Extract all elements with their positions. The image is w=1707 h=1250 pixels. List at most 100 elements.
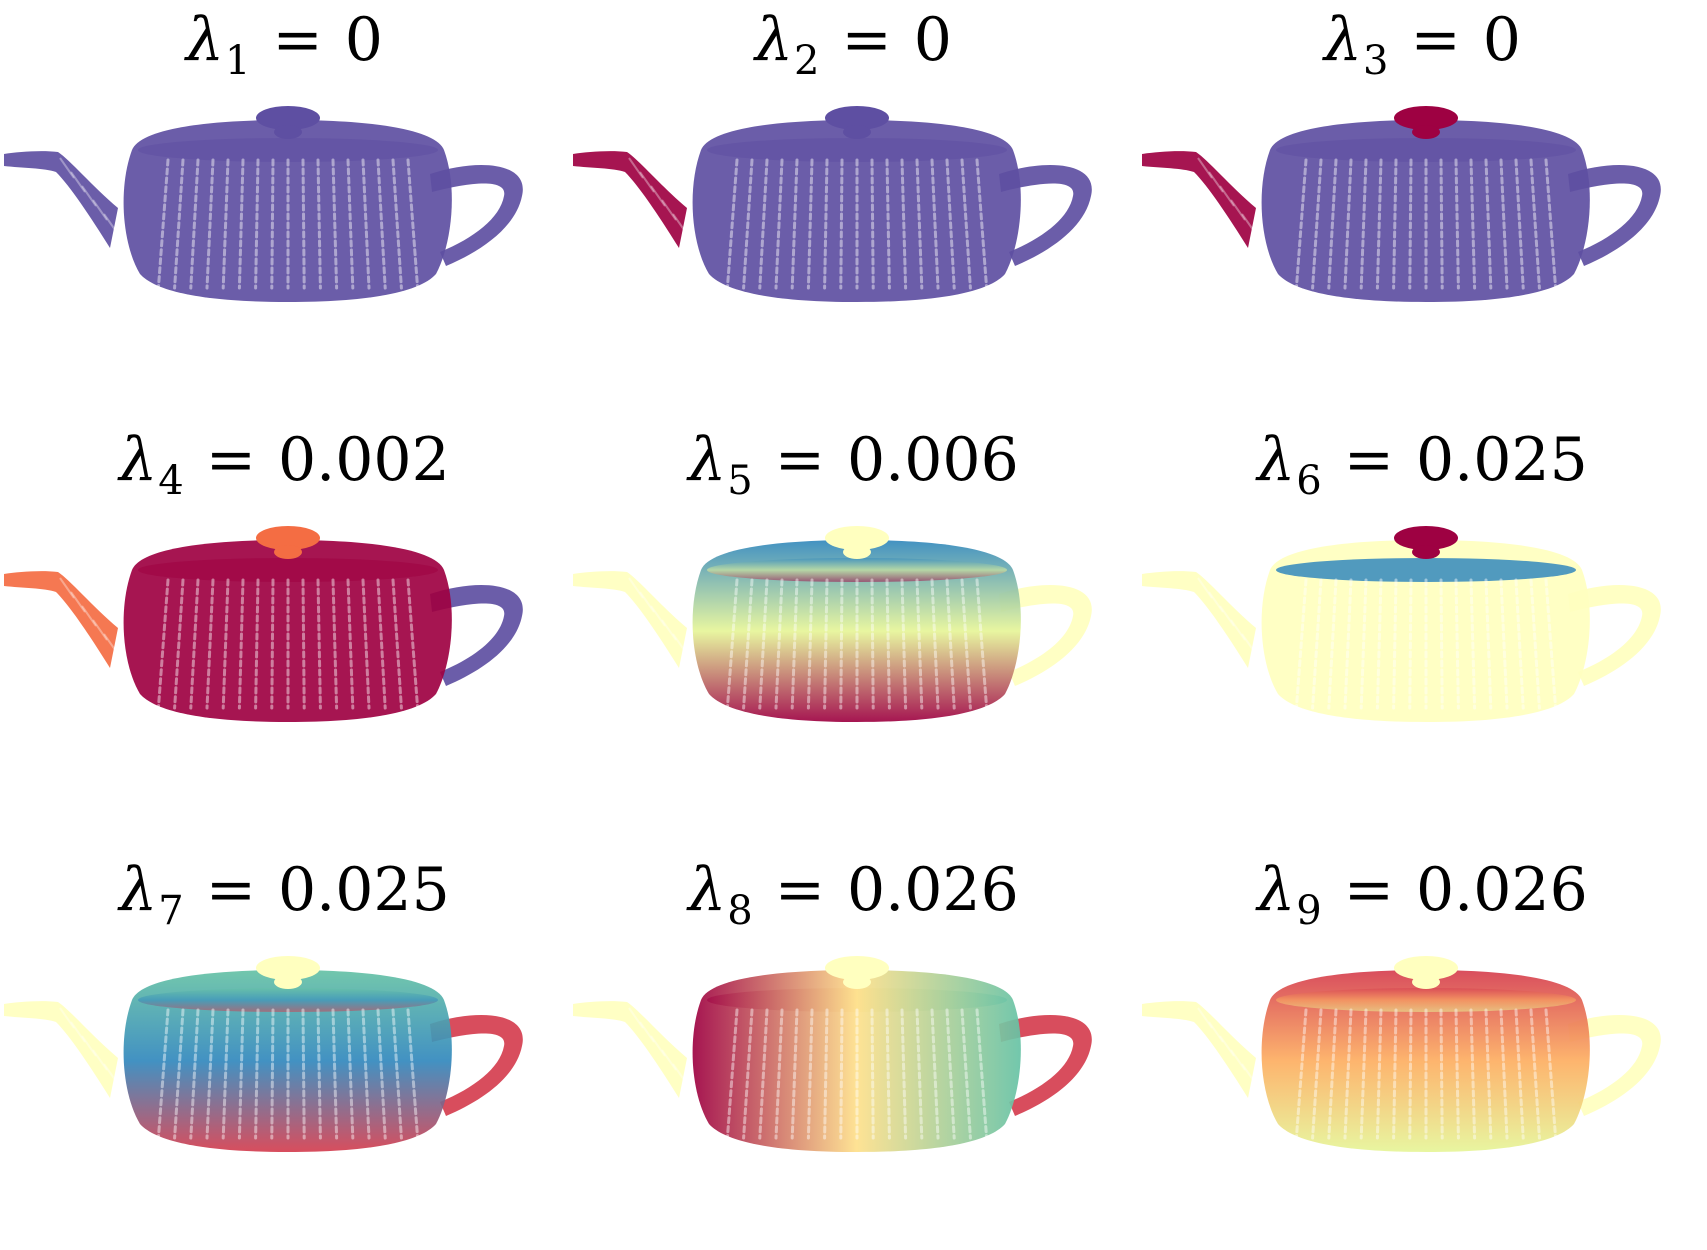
point-cloud-stripe [221, 1008, 230, 1140]
point-cloud-stripe [1544, 578, 1558, 710]
point-cloud-stripe [391, 1008, 403, 1140]
spout-ridge [59, 157, 75, 179]
spout-ridge [59, 577, 75, 599]
spout-ridge [661, 619, 677, 641]
panel-title: λ6 = 0.025 [1257, 425, 1588, 504]
point-cloud-stripe [1484, 578, 1493, 710]
point-cloud-stripe [1484, 1008, 1493, 1140]
point-cloud-stripe [790, 1008, 799, 1140]
point-cloud-stripe [301, 1008, 306, 1140]
panel-title: λ8 = 0.026 [688, 855, 1019, 934]
point-cloud-stripe [1529, 578, 1541, 710]
teapot-rim [707, 558, 1007, 582]
point-cloud-stripe [1359, 1008, 1368, 1140]
point-cloud-stripe [1499, 578, 1509, 710]
point-cloud-stripe [1392, 1008, 1398, 1140]
point-cloud-stripe [1469, 578, 1477, 710]
teapot-body [692, 970, 1021, 1152]
point-cloud-stripe [915, 578, 924, 710]
teapot-point-cloud [573, 956, 1092, 1152]
point-cloud-stripe [1311, 1008, 1323, 1140]
teapot-point-cloud [1142, 526, 1661, 722]
point-cloud-stripe [270, 158, 275, 290]
panel-lambda-6: λ6 = 0.025 [1138, 420, 1707, 820]
point-cloud-stripe [1294, 578, 1308, 710]
point-cloud-stripe [823, 158, 829, 290]
point-cloud-stripe [870, 578, 875, 710]
point-cloud-stripe [1544, 1008, 1558, 1140]
spout-ridge [639, 1021, 655, 1043]
point-cloud-stripe [173, 158, 185, 290]
point-cloud-stripe [331, 1008, 339, 1140]
spout-ridge [1241, 633, 1257, 655]
teapot-rim [1276, 558, 1576, 582]
point-cloud-stripe [1343, 578, 1353, 710]
spout-ridge [1208, 591, 1224, 613]
point-cloud-stripe [870, 158, 875, 290]
point-cloud-stripe [270, 1008, 275, 1140]
spout-ridge [1230, 1049, 1246, 1071]
teapot-lid-knob-base [843, 975, 871, 989]
teapot-spout [1142, 571, 1256, 668]
point-cloud-stripe [156, 158, 170, 290]
point-cloud-stripe [839, 578, 844, 710]
point-cloud-stripe [270, 578, 275, 710]
point-cloud-stripe [1392, 578, 1398, 710]
teapot-point-cloud [573, 526, 1092, 722]
point-cloud-stripe [406, 1008, 420, 1140]
spout-ridge [628, 577, 644, 599]
panel-lambda-1: λ1 = 0 [0, 0, 569, 400]
spout-ridge [1219, 1035, 1235, 1057]
teapot-lid-knob-base [274, 125, 302, 139]
point-cloud-stripe [254, 578, 260, 710]
point-cloud-stripe [870, 1008, 875, 1140]
spout-ridge [1219, 185, 1235, 207]
point-cloud-stripe [742, 1008, 754, 1140]
spout-ridge [628, 157, 644, 179]
point-cloud-stripe [156, 578, 170, 710]
point-cloud-stripe [758, 158, 769, 290]
spout-ridge [59, 1007, 75, 1029]
point-cloud-stripe [806, 1008, 814, 1140]
spout-ridge [70, 1021, 86, 1043]
point-cloud-stripe [1514, 158, 1525, 290]
point-cloud-stripe [960, 578, 972, 710]
teapot-spout [1142, 151, 1256, 248]
point-cloud-stripe [1499, 158, 1509, 290]
teapot-point-cloud [1142, 106, 1661, 302]
point-cloud-stripe [254, 158, 260, 290]
spout-ridge [650, 605, 666, 627]
point-cloud-stripe [316, 1008, 322, 1140]
point-cloud-stripe [1327, 1008, 1338, 1140]
teapot-rim [1276, 988, 1576, 1012]
point-cloud-stripe [1327, 158, 1338, 290]
point-cloud-stripe [774, 1008, 784, 1140]
point-cloud-stripe [156, 1008, 170, 1140]
point-cloud-stripe [930, 158, 940, 290]
spout-ridge [1197, 577, 1213, 599]
point-cloud-stripe [945, 578, 956, 710]
panel-title: λ9 = 0.026 [1257, 855, 1588, 934]
point-cloud-stripe [1311, 578, 1323, 710]
point-cloud-stripe [205, 578, 215, 710]
spout-ridge [92, 199, 108, 221]
spout-ridge [628, 1007, 644, 1029]
spout-ridge [1219, 605, 1235, 627]
point-cloud-stripe [900, 1008, 908, 1140]
point-cloud-stripe [1343, 158, 1353, 290]
teapot-lid [825, 106, 889, 130]
teapot-spout [1142, 1001, 1256, 1098]
teapot-body [1261, 120, 1590, 302]
spout-ridge [103, 1063, 119, 1085]
point-cloud-stripe [237, 158, 245, 290]
panel-lambda-3: λ3 = 0 [1138, 0, 1707, 400]
teapot-spout [4, 1001, 118, 1098]
teapot-lid-knob-base [1412, 125, 1440, 139]
point-cloud-stripe [221, 578, 230, 710]
teapot-lid [1394, 956, 1458, 980]
spout-ridge [81, 1035, 97, 1057]
point-cloud-stripe [331, 158, 339, 290]
teapot-lid-knob-base [843, 125, 871, 139]
point-cloud-stripe [173, 1008, 185, 1140]
spout-ridge [103, 213, 119, 235]
